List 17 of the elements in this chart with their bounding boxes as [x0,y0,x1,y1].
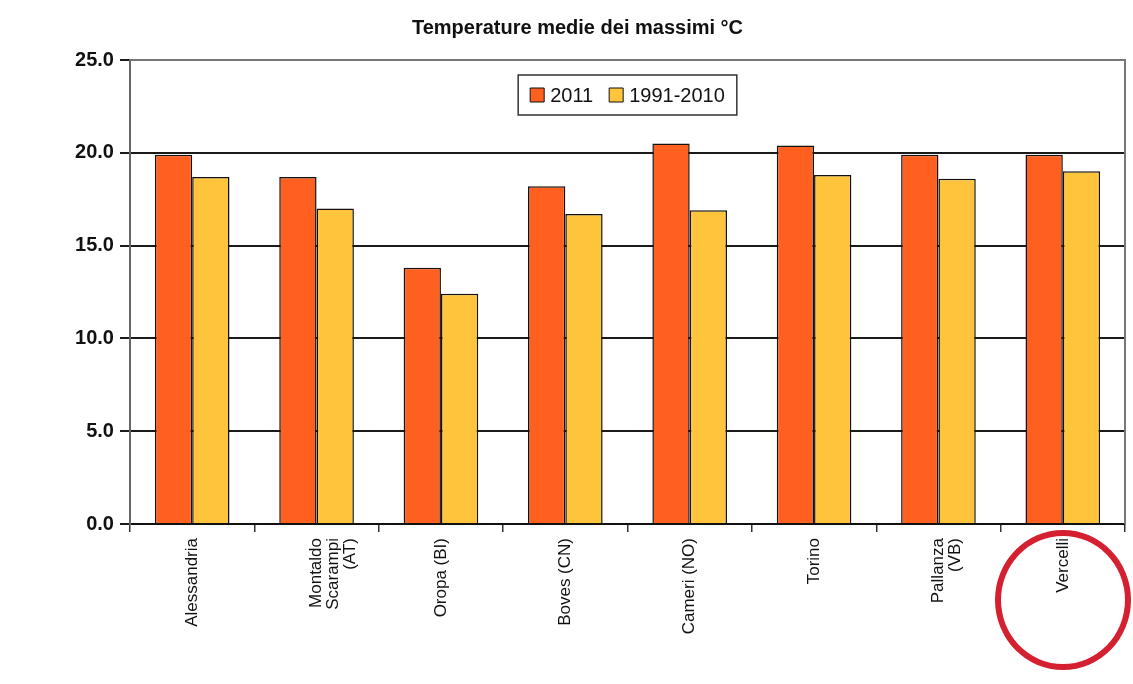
y-tick-label: 0.0 [86,511,114,534]
x-tick-label: Vercelli [1052,538,1072,593]
x-tick-label: Pallanza (VB) [928,537,965,604]
x-tick-label: Cameri (NO) [679,538,699,635]
legend-label: 2011 [550,83,594,106]
y-tick-label: 10.0 [75,325,114,348]
x-tick-label: Montaldo Scarampi (AT) [306,538,360,610]
y-tick-label: 5.0 [86,418,114,441]
y-tick-label: 20.0 [75,140,114,163]
y-tick-label: 15.0 [75,233,114,256]
y-tick-label: 25.0 [75,47,114,70]
legend-label: 1991-2010 [629,83,725,106]
x-tick-label: Boves (CN) [555,538,574,626]
x-tick-label: Alessandria [181,537,201,627]
x-tick-label: Torino [803,538,823,585]
chart-title: Temperature medie dei massimi °C [411,15,744,38]
x-tick-label: Oropa (BI) [430,538,450,618]
